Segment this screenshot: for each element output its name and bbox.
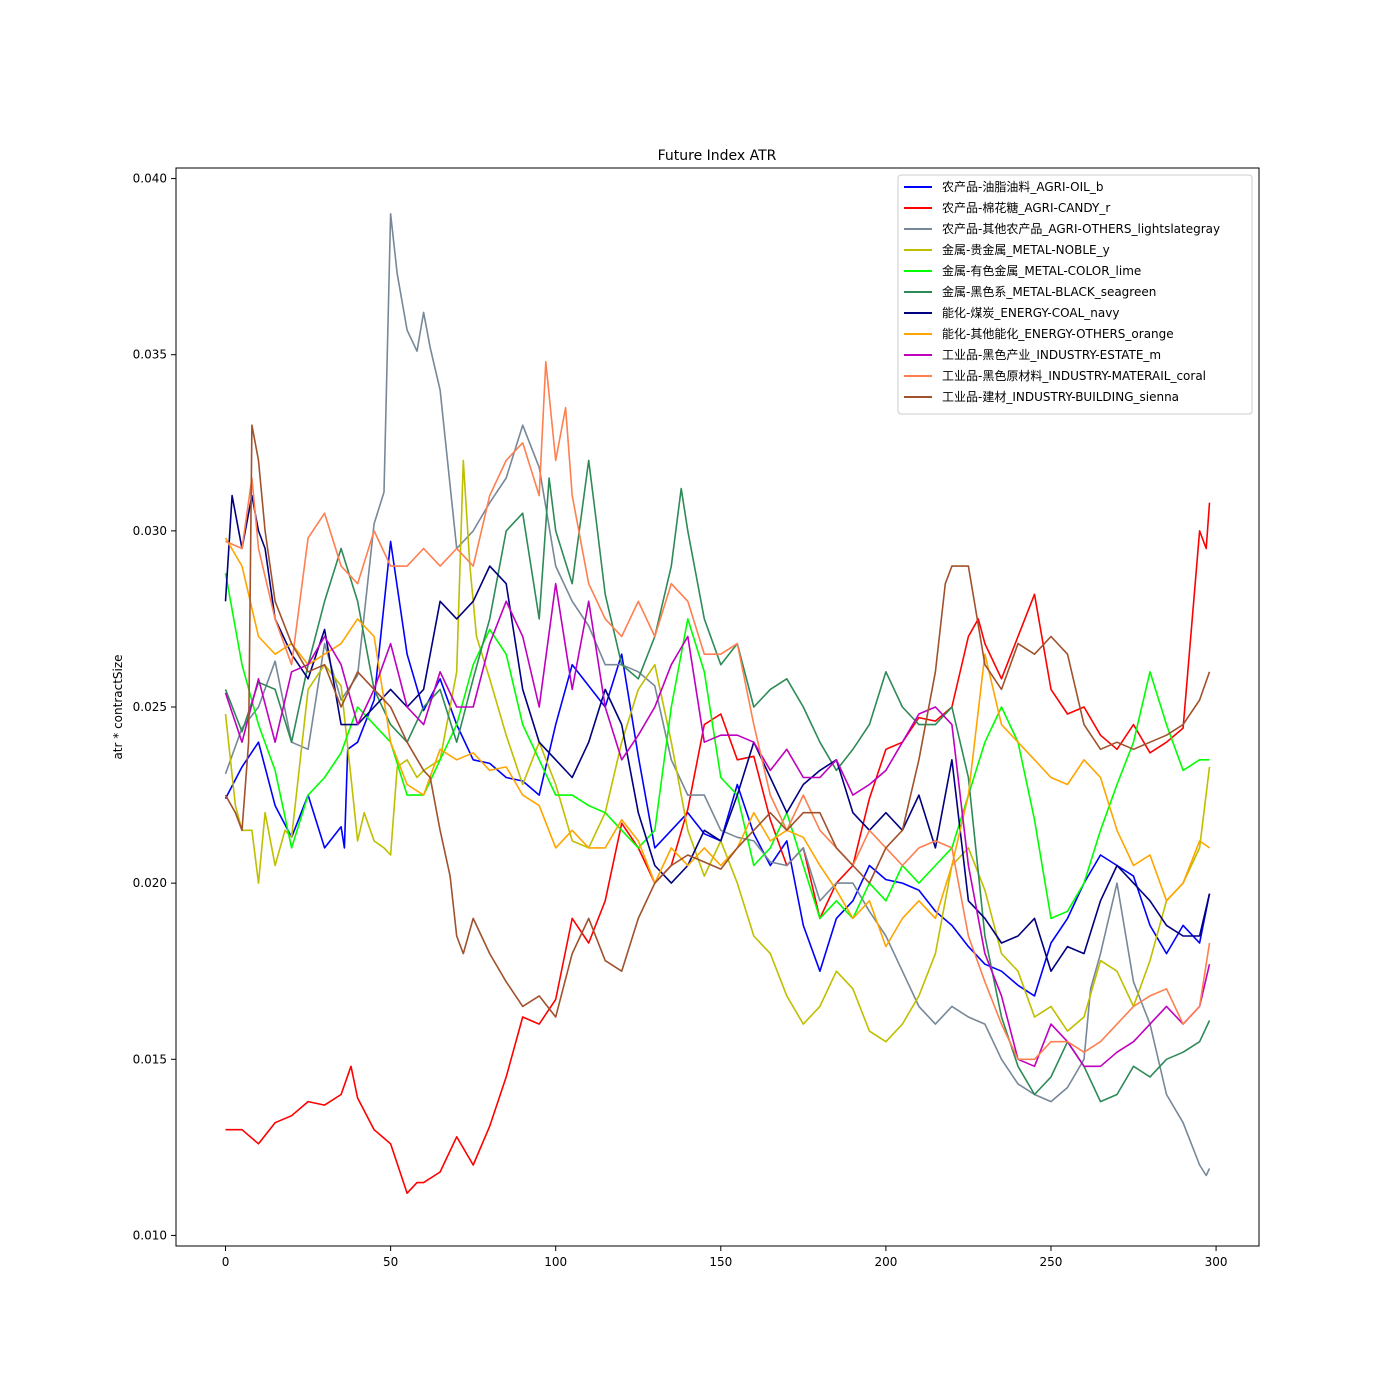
series-line-10 xyxy=(225,360,1211,1061)
legend-label: 工业品-黑色产业_INDUSTRY-ESTATE_m xyxy=(942,348,1161,362)
legend-label: 金属-黑色系_METAL-BLACK_seagreen xyxy=(942,284,1156,299)
y-axis-title: atr * contractSize xyxy=(111,654,125,759)
legend-label: 工业品-黑色原材料_INDUSTRY-MATERAIL_coral xyxy=(942,369,1206,383)
legend-label: 金属-有色金属_METAL-COLOR_lime xyxy=(942,263,1141,278)
y-tick-label: 0.035 xyxy=(133,348,167,362)
series-line-11 xyxy=(224,424,1211,1018)
series-line-8 xyxy=(224,537,1210,948)
y-tick-label: 0.010 xyxy=(133,1228,167,1242)
legend-label: 农产品-棉花糖_AGRI-CANDY_r xyxy=(942,200,1110,215)
legend-label: 能化-其他能化_ENERGY-OTHERS_orange xyxy=(942,327,1174,341)
legend-label: 能化-煤炭_ENERGY-COAL_navy xyxy=(942,306,1119,320)
y-tick-label: 0.040 xyxy=(133,172,167,186)
legend-label: 农产品-油脂油料_AGRI-OIL_b xyxy=(942,179,1103,194)
legend-label: 工业品-建材_INDUSTRY-BUILDING_sienna xyxy=(942,390,1179,404)
series-line-6 xyxy=(224,459,1211,1103)
chart-title: Future Index ATR xyxy=(658,148,777,164)
series-line-1 xyxy=(224,540,1211,997)
x-tick-label: 300 xyxy=(1205,1255,1228,1269)
y-axis: 0.010 0.015 0.020 0.025 0.030 0.035 0.040 xyxy=(133,172,176,1242)
series-line-2 xyxy=(225,502,1211,1194)
series-line-3 xyxy=(224,213,1211,1177)
y-tick-label: 0.025 xyxy=(133,700,167,714)
x-axis: 0 50 100 150 200 250 300 xyxy=(222,1246,1228,1269)
x-tick-label: 250 xyxy=(1040,1255,1063,1269)
series-line-9 xyxy=(224,582,1211,1068)
y-tick-label: 0.030 xyxy=(133,524,167,538)
legend-label: 金属-贵金属_METAL-NOBLE_y xyxy=(942,242,1110,257)
x-tick-label: 50 xyxy=(383,1255,398,1269)
plot-lines xyxy=(224,213,1211,1194)
x-tick-label: 200 xyxy=(874,1255,897,1269)
legend-label: 农产品-其他农产品_AGRI-OTHERS_lightslategray xyxy=(942,222,1220,236)
x-tick-label: 0 xyxy=(222,1255,230,1269)
legend-box xyxy=(897,174,1253,415)
x-tick-label: 100 xyxy=(544,1255,567,1269)
y-tick-label: 0.015 xyxy=(133,1052,167,1066)
legend: 农产品-油脂油料_AGRI-OIL_b 农产品-棉花糖_AGRI-CANDY_r 农… xyxy=(897,174,1253,415)
x-tick-label: 150 xyxy=(709,1255,732,1269)
series-line-4 xyxy=(224,459,1211,1043)
series-line-7 xyxy=(224,494,1211,973)
y-tick-label: 0.020 xyxy=(133,876,167,890)
